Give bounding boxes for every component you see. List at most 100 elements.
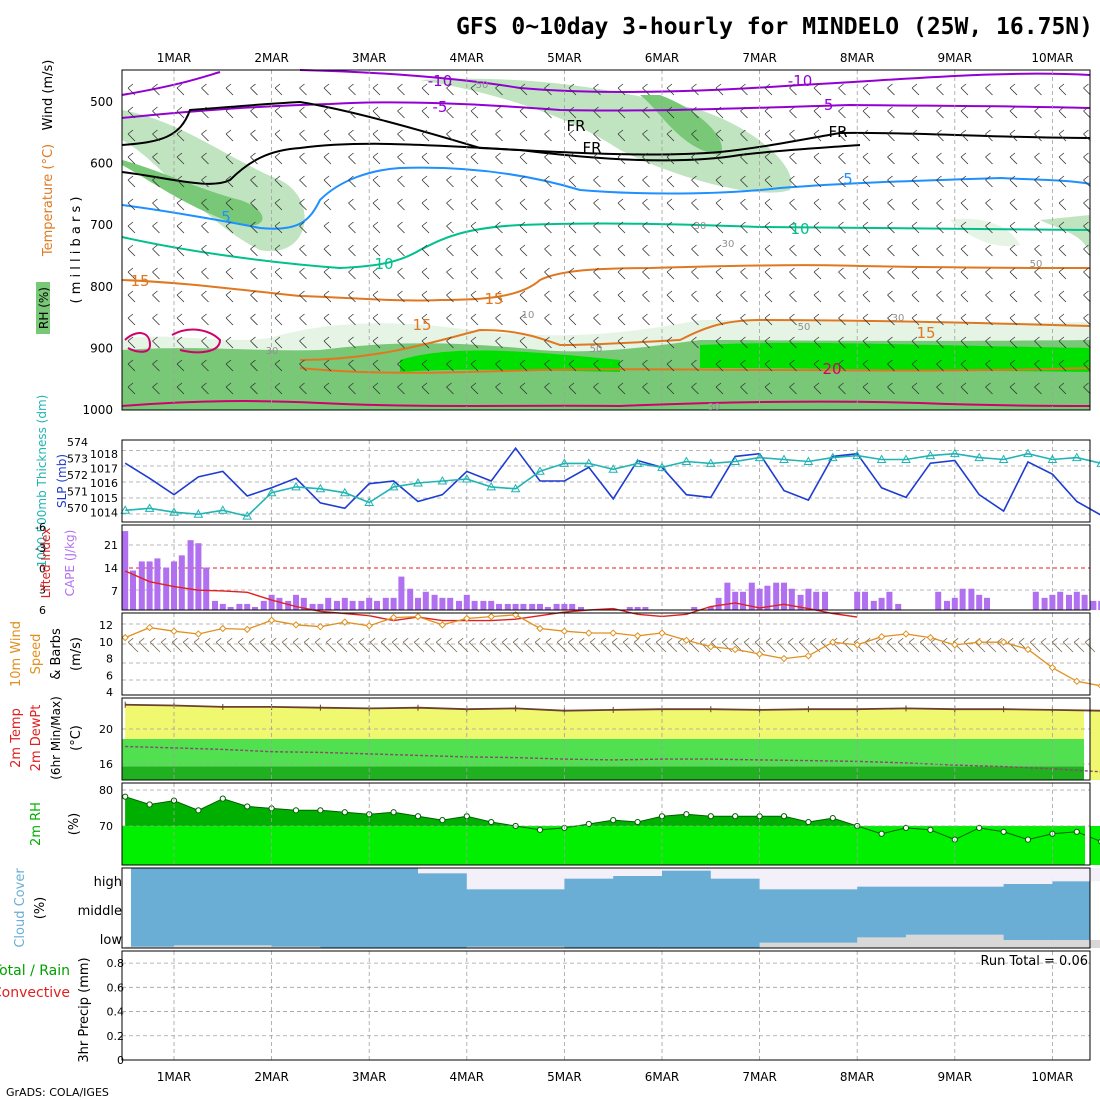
barb-staff: [666, 179, 675, 188]
barb-flag: [789, 313, 795, 319]
barb-staff: [274, 294, 283, 303]
thickness-point: [486, 481, 497, 491]
upper-wind-barb: [201, 129, 209, 142]
upper-wind-barb: [495, 290, 503, 303]
barb-flag: [1034, 290, 1040, 296]
barb-flag: [446, 175, 452, 181]
barb-staff: [299, 340, 307, 349]
upper-wind-barb: [642, 382, 650, 395]
barb-flag: [323, 175, 330, 181]
barb-staff: [299, 156, 307, 165]
upper-wind-barb: [127, 106, 136, 119]
upper-wind-barb: [421, 175, 430, 188]
upper-wind-barb: [446, 198, 454, 211]
barb-flag: [764, 382, 771, 388]
barb-flag: [274, 129, 281, 135]
upper-wind-barb: [348, 175, 356, 188]
upper-wind-barb: [838, 83, 846, 96]
barb-flag: [149, 637, 156, 643]
cape-bar: [382, 597, 389, 610]
wind-frame: [121, 612, 1091, 696]
barb-staff: [299, 87, 307, 96]
wind-speed-point: [731, 645, 739, 654]
surface-wind-barb: [193, 637, 205, 653]
barb-staff: [237, 641, 249, 653]
upper-wind-barb: [348, 336, 356, 349]
upper-wind-barb: [152, 129, 160, 142]
upper-wind-barb: [495, 83, 503, 96]
barb-staff: [519, 271, 528, 280]
barb-staff: [936, 248, 944, 257]
barb-flag: [495, 83, 501, 89]
barb-flag: [691, 290, 697, 296]
upper-wind-barb: [862, 313, 871, 326]
barb-staff: [299, 271, 307, 280]
upper-wind-barb: [250, 175, 258, 188]
barb-flag: [862, 175, 869, 181]
barb-flag: [838, 382, 844, 388]
barb-flag: [519, 336, 526, 342]
barb-flag: [985, 359, 991, 365]
upper-wind-barb: [225, 290, 234, 303]
cloud-high-gap: [515, 868, 614, 879]
upper-wind-barb: [127, 152, 136, 165]
barb-flag: [250, 313, 256, 319]
barb-flag: [985, 290, 991, 296]
barb-staff: [1034, 110, 1042, 119]
wind-speed-point: [951, 641, 959, 649]
barb-flag: [397, 267, 403, 273]
barb-flag: [347, 637, 354, 643]
barb-staff: [813, 271, 822, 280]
upper-wind-barb: [397, 290, 405, 303]
barb-flag: [809, 637, 816, 643]
upper-wind-barb: [666, 152, 675, 165]
barb-staff: [127, 248, 136, 257]
barb-staff: [250, 225, 258, 234]
barb-flag: [512, 637, 519, 643]
upper-wind-barb: [519, 359, 528, 372]
barb-staff: [544, 248, 552, 257]
barb-staff: [323, 271, 332, 280]
surface-wind-barb: [182, 637, 194, 653]
barb-staff: [149, 641, 161, 653]
upper-wind-barb: [225, 221, 234, 234]
cape-bar: [805, 588, 812, 610]
barb-flag: [593, 313, 599, 319]
barb-staff: [666, 317, 675, 326]
barb-flag: [201, 267, 207, 273]
barb-staff: [519, 110, 528, 119]
barb-flag: [568, 221, 575, 227]
upper-wind-barb: [201, 221, 209, 234]
barb-flag: [960, 129, 967, 135]
upper-wind-barb: [789, 221, 797, 234]
barb-staff: [152, 179, 160, 188]
surface-wind-barb: [754, 637, 766, 653]
barb-staff: [642, 110, 650, 119]
barb-staff: [250, 133, 258, 142]
barb-staff: [201, 179, 209, 188]
barb-flag: [470, 106, 477, 112]
barb-flag: [740, 359, 746, 365]
barb-staff: [556, 641, 568, 653]
upper-wind-barb: [397, 198, 405, 211]
upper-wind-barb: [495, 106, 503, 119]
barb-staff: [446, 317, 454, 326]
barb-staff: [274, 87, 283, 96]
upper-wind-barb: [936, 152, 944, 165]
barb-flag: [919, 637, 926, 643]
upper-wind-barb: [911, 359, 920, 372]
barb-flag: [666, 83, 673, 89]
barb-flag: [960, 175, 967, 181]
barb-staff: [201, 202, 209, 211]
upper-wind-barb: [201, 336, 209, 349]
surface-wind-barb: [270, 637, 282, 653]
barb-staff: [348, 133, 356, 142]
barb-flag: [369, 637, 376, 643]
upper-wind-barb: [1034, 244, 1042, 257]
barb-staff: [446, 202, 454, 211]
barb-staff: [372, 225, 381, 234]
barb-staff: [764, 110, 773, 119]
upper-wind-barb: [544, 129, 552, 142]
barb-staff: [789, 340, 797, 349]
wind-speed-point: [194, 630, 203, 638]
